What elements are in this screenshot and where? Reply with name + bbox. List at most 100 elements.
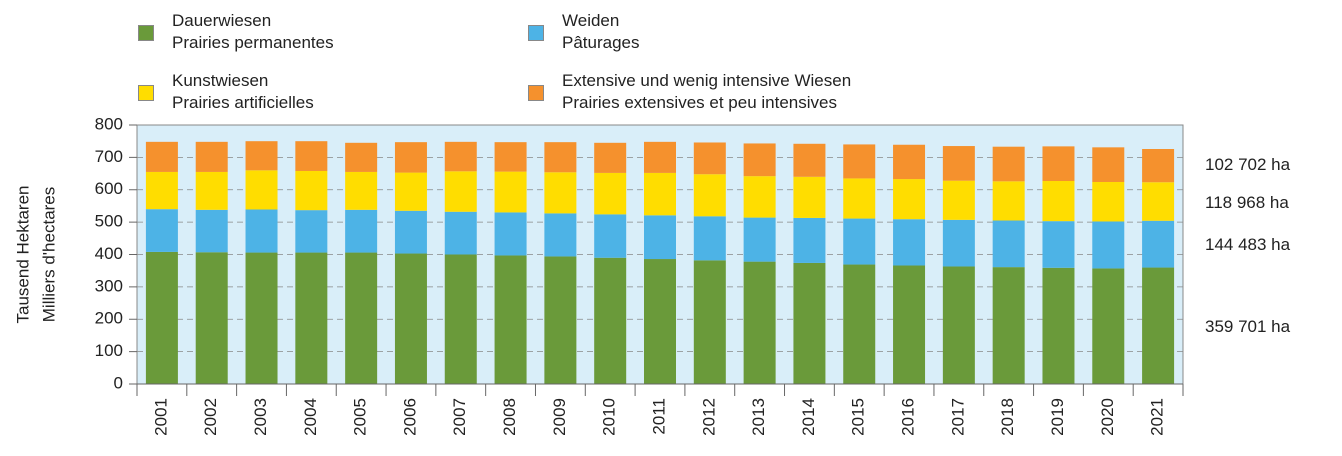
bar-segment (195, 209, 228, 253)
x-tick-label: 2016 (899, 398, 918, 436)
bar-segment (992, 267, 1025, 384)
bar-segment (793, 143, 826, 177)
y-tick-label: 0 (114, 373, 123, 392)
x-tick-label: 2018 (998, 398, 1017, 436)
bar-segment (345, 209, 378, 253)
y-axis-label: Tausend Hektaren (13, 186, 32, 324)
bar-segment (1092, 268, 1125, 384)
bar-segment (394, 142, 427, 173)
y-tick-label: 400 (95, 244, 123, 263)
y-tick-label: 200 (95, 309, 123, 328)
bar-segment (1142, 149, 1175, 183)
bar-segment (693, 142, 726, 175)
bar-segment (245, 252, 278, 384)
bar-segment (843, 178, 876, 219)
bar-segment (1092, 147, 1125, 182)
x-tick-label: 2011 (649, 398, 668, 435)
bar-segment (843, 218, 876, 265)
bar-segment (245, 141, 278, 171)
bar-segment (544, 213, 577, 257)
bar-segment (843, 264, 876, 384)
bar-segment (145, 141, 178, 172)
bar-segment (345, 171, 378, 210)
bar-segment (693, 260, 726, 384)
x-tick-label: 2001 (151, 398, 170, 436)
bar-segment (394, 210, 427, 254)
y-tick-label: 700 (95, 147, 123, 166)
bar-segment (345, 142, 378, 172)
bar-segment (594, 172, 627, 215)
x-tick-label: 2009 (550, 398, 569, 436)
bar-segment (644, 172, 676, 216)
bar-segment (195, 252, 228, 384)
x-tick-label: 2015 (849, 398, 868, 436)
bar-segment (693, 216, 726, 261)
bar-segment (893, 144, 926, 180)
bar-segment (942, 146, 975, 181)
bar-segment (444, 254, 477, 384)
legend-swatch (138, 25, 154, 41)
bar-segment (1042, 181, 1075, 222)
bar-segment (245, 209, 278, 253)
bar-segment (245, 170, 278, 210)
legend-label: Kunstwiesen Prairies artificielles (172, 71, 314, 112)
x-tick-label: 2007 (450, 398, 469, 436)
bar-segment (1092, 221, 1125, 269)
bar-segment (145, 251, 178, 384)
bar-segment (992, 220, 1025, 268)
bar-segment (942, 180, 975, 220)
bar-segment (793, 217, 826, 263)
bar-segment (494, 255, 527, 384)
x-tick-label: 2020 (1098, 398, 1117, 436)
annotation: 144 483 ha (1205, 235, 1291, 254)
legend-label: Extensive und wenig intensive Wiesen Pra… (562, 71, 852, 112)
bar-segment (893, 265, 926, 384)
legend-swatch (138, 85, 154, 101)
bar-segment (1142, 182, 1175, 221)
x-tick-label: 2019 (1048, 398, 1067, 436)
annotation: 359 701 ha (1205, 317, 1291, 336)
bar-segment (444, 141, 477, 172)
bar-segment (444, 211, 477, 255)
x-tick-label: 2021 (1148, 398, 1167, 436)
y-axis-label: Milliers d'hectares (39, 187, 58, 323)
bar-segment (145, 171, 178, 210)
y-tick-label: 800 (95, 114, 123, 133)
x-tick-label: 2017 (948, 398, 967, 436)
annotation: 118 968 ha (1205, 193, 1289, 212)
x-tick-label: 2010 (600, 398, 619, 436)
bar-segment (295, 170, 328, 211)
bar-segment (494, 171, 527, 213)
bar-segment (145, 209, 178, 252)
bar-segment (644, 141, 676, 173)
legend-label: Dauerwiesen Prairies permanentes (172, 11, 334, 52)
bar-segment (992, 146, 1025, 182)
bar-segment (693, 174, 726, 217)
x-tick-label: 2014 (799, 398, 818, 436)
bar-segment (345, 252, 378, 384)
x-tick-label: 2012 (699, 398, 718, 436)
legend-label: Weiden Pâturages (562, 11, 640, 52)
bar-segment (644, 215, 676, 260)
legend-swatch (528, 25, 544, 41)
x-tick-label: 2005 (351, 398, 370, 436)
x-tick-label: 2008 (500, 398, 519, 436)
bar-segment (494, 142, 527, 172)
bar-segment (743, 143, 776, 177)
bar-segment (195, 171, 228, 210)
bar-segment (494, 212, 527, 256)
x-tick-label: 2013 (749, 398, 768, 436)
bar-segment (444, 171, 477, 212)
bar-segment (793, 176, 826, 218)
legend-swatch (528, 85, 544, 101)
bar-segment (893, 179, 926, 220)
bar-segment (295, 210, 328, 253)
x-tick-label: 2004 (301, 398, 320, 436)
y-tick-label: 100 (95, 341, 123, 360)
bar-segment (1042, 267, 1075, 384)
bar-segment (942, 266, 975, 384)
y-tick-label: 500 (95, 212, 123, 231)
annotation: 102 702 ha (1205, 155, 1291, 174)
bar-segment (544, 172, 577, 214)
